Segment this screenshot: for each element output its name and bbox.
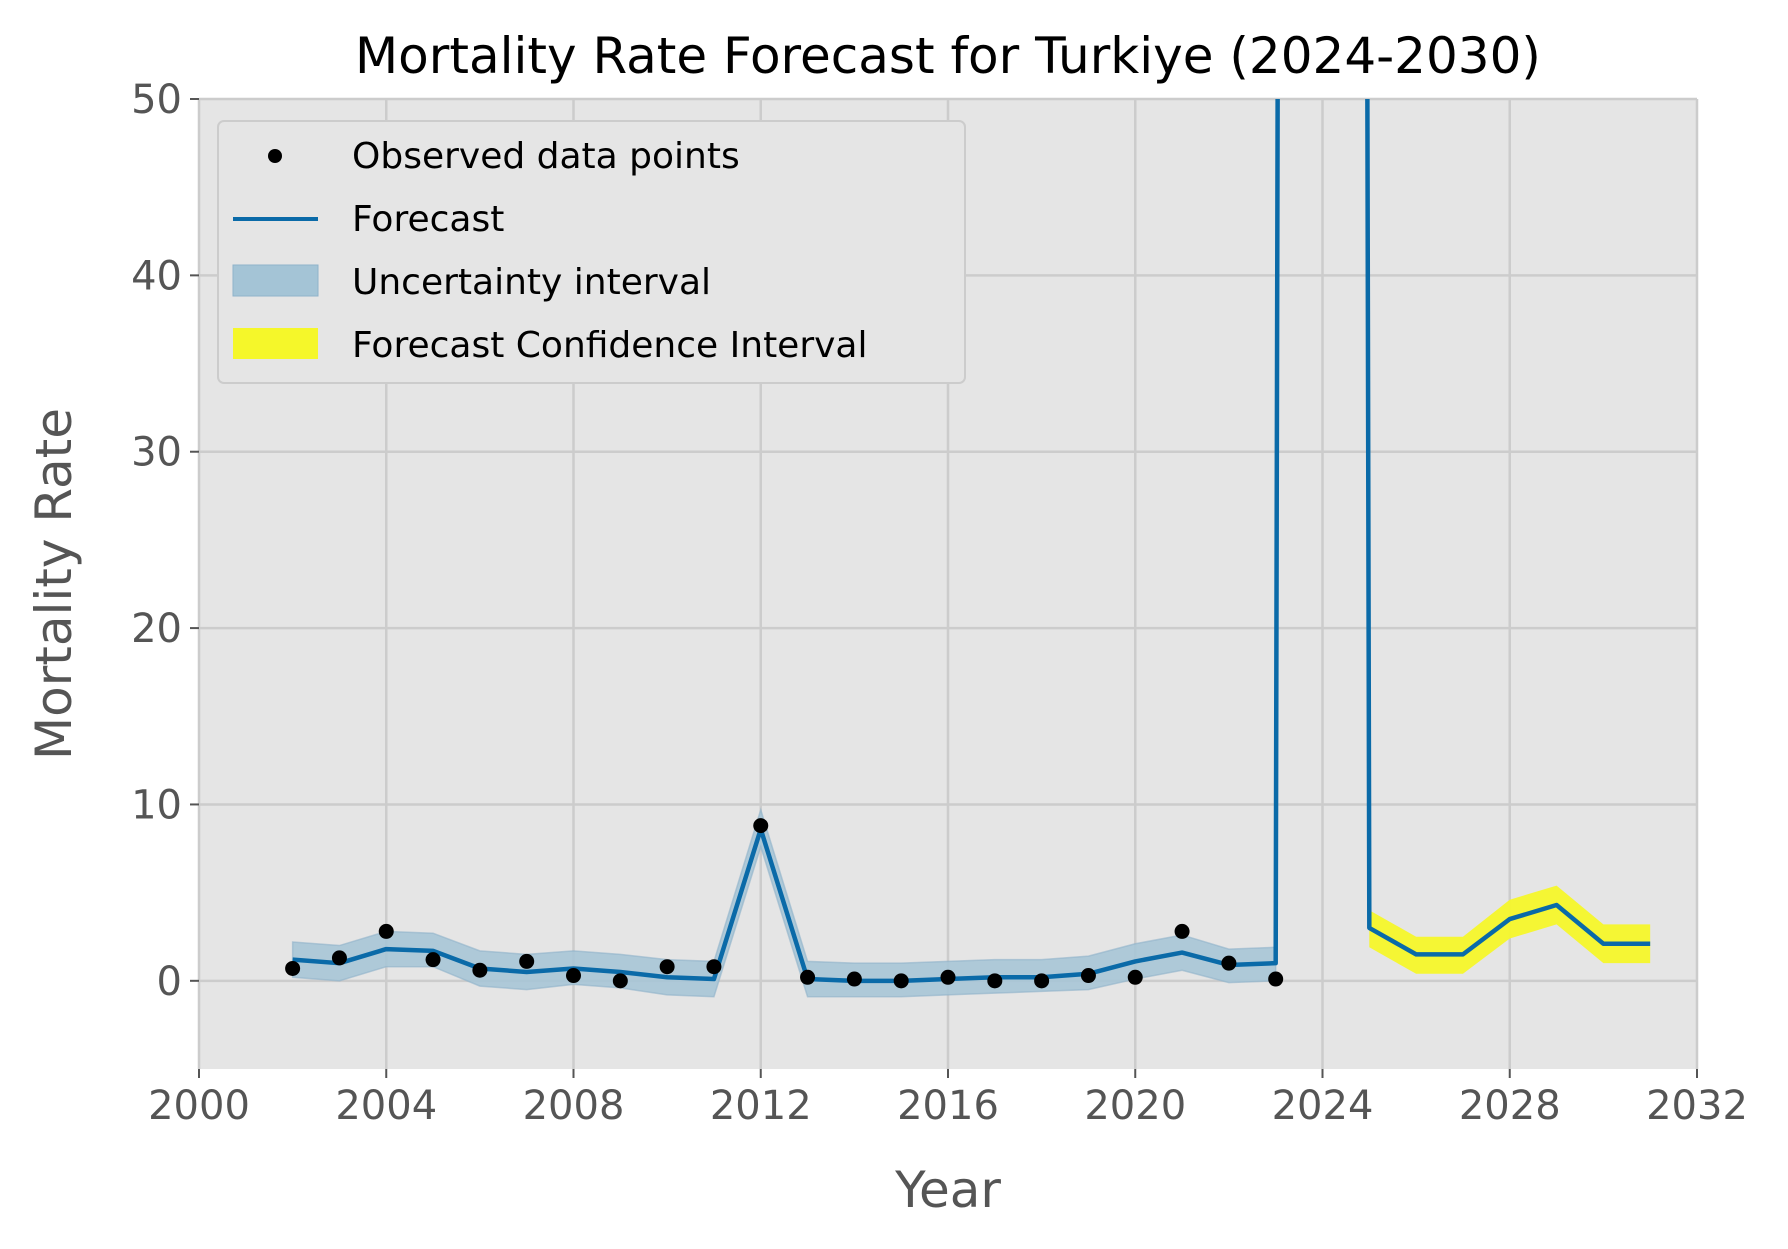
- x-tick-label: 2028: [1459, 1083, 1561, 1129]
- observed-point: [378, 923, 394, 939]
- legend-uncertainty-label: Uncertainty interval: [352, 262, 711, 303]
- x-tick-label: 2032: [1646, 1083, 1748, 1129]
- y-tick-label: 30: [131, 430, 182, 476]
- observed-point: [893, 973, 909, 989]
- y-tick-label: 40: [131, 253, 182, 299]
- legend-forecast-label: Forecast: [352, 199, 504, 240]
- x-tick-label: 2012: [710, 1083, 812, 1129]
- legend-box: [217, 120, 966, 384]
- y-tick-label: 50: [131, 77, 182, 123]
- x-axis-label: Year: [894, 1161, 1001, 1219]
- observed-point: [612, 973, 628, 989]
- observed-point: [1221, 955, 1237, 971]
- legend-uncertainty-marker: [232, 264, 319, 297]
- legend-ci-marker: [233, 328, 318, 359]
- legend-observed-label: Observed data points: [352, 136, 740, 177]
- x-tick-label: 2004: [335, 1083, 437, 1129]
- x-tick-label: 2000: [148, 1083, 250, 1129]
- observed-point: [472, 962, 488, 978]
- observed-point: [425, 952, 441, 968]
- observed-point: [1268, 971, 1284, 987]
- observed-series: [285, 818, 1284, 989]
- observed-point: [1174, 923, 1190, 939]
- observed-point: [566, 968, 581, 984]
- x-tick-label: 2016: [897, 1083, 999, 1129]
- observed-point: [1034, 973, 1050, 989]
- y-axis-label: Mortality Rate: [25, 408, 83, 760]
- x-axis-ticks: 2000 2004 2008 2012 2016 2020 2024 2028 2032: [148, 1069, 1748, 1129]
- y-tick-label: 20: [131, 606, 182, 652]
- forecast-ci-area: [1369, 885, 1651, 974]
- y-tick-label: 0: [157, 959, 182, 1005]
- observed-point: [285, 960, 301, 976]
- forecast-ci-band: [1369, 885, 1651, 974]
- observed-point: [1080, 968, 1096, 984]
- y-axis-ticks: 0 10 20 30 40 50: [131, 77, 199, 1005]
- observed-point: [846, 971, 862, 987]
- observed-point: [800, 969, 816, 985]
- observed-point: [940, 969, 956, 985]
- observed-point: [987, 973, 1003, 989]
- x-tick-label: 2024: [1272, 1083, 1374, 1129]
- observed-point: [1127, 969, 1143, 985]
- legend: Observed data points Forecast Uncertaint…: [217, 120, 966, 384]
- observed-point: [753, 818, 769, 834]
- legend-observed-marker: [268, 149, 282, 163]
- observed-point: [706, 959, 722, 975]
- x-tick-label: 2020: [1084, 1083, 1186, 1129]
- legend-ci-label: Forecast Confidence Interval: [352, 325, 868, 366]
- chart-title: Mortality Rate Forecast for Turkiye (202…: [355, 27, 1541, 85]
- y-tick-label: 10: [131, 782, 182, 828]
- x-tick-label: 2008: [523, 1083, 625, 1129]
- observed-point: [519, 953, 535, 969]
- observed-point: [659, 959, 675, 975]
- observed-point: [331, 950, 347, 966]
